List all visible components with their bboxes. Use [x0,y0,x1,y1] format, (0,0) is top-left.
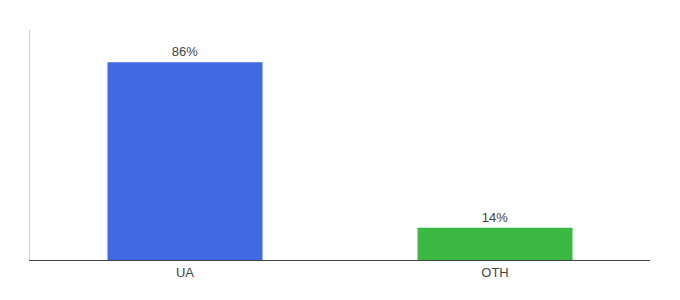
svg-text:86%: 86% [172,44,198,59]
svg-text:OTH: OTH [481,265,508,280]
svg-text:UA: UA [176,265,194,280]
svg-text:14%: 14% [482,210,508,225]
